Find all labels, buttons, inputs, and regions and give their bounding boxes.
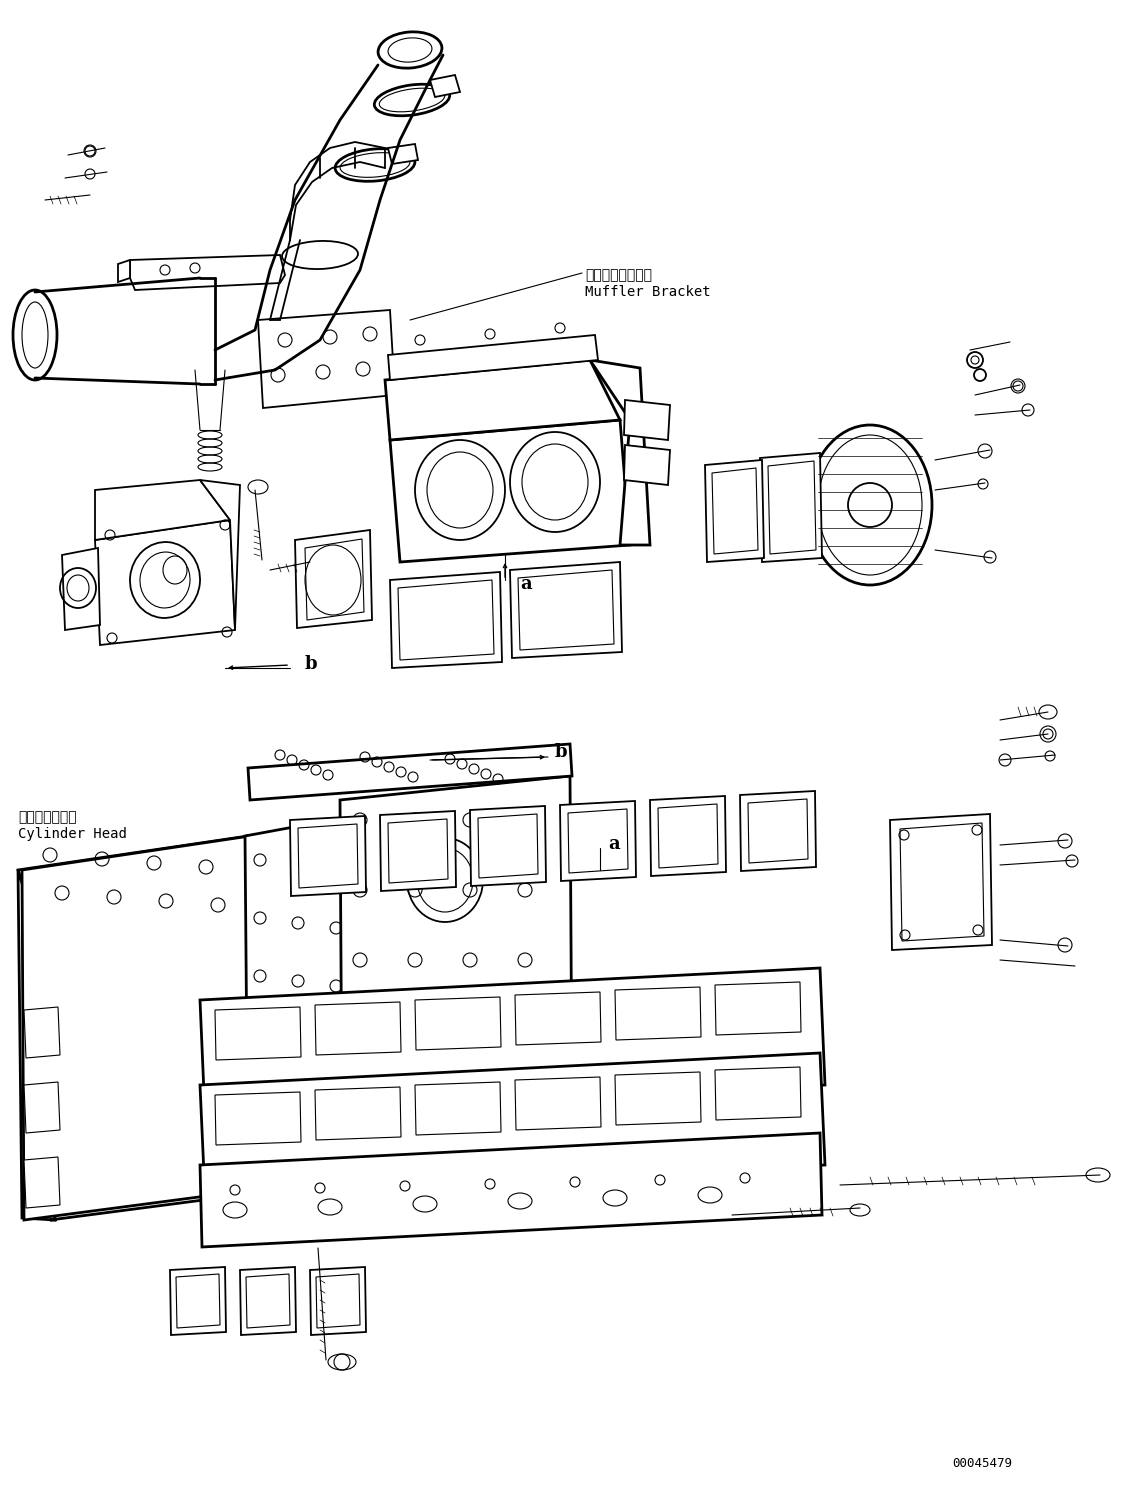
Polygon shape [200, 1133, 822, 1246]
Polygon shape [385, 359, 620, 440]
Polygon shape [18, 871, 55, 1220]
Polygon shape [890, 814, 991, 950]
Polygon shape [650, 796, 727, 877]
Polygon shape [388, 335, 598, 380]
Polygon shape [624, 444, 670, 485]
Text: Muffler Bracket: Muffler Bracket [586, 285, 711, 300]
Polygon shape [200, 1053, 825, 1197]
Polygon shape [380, 811, 456, 892]
Ellipse shape [379, 31, 442, 69]
Polygon shape [310, 1267, 366, 1334]
Polygon shape [511, 562, 622, 658]
Polygon shape [96, 520, 235, 646]
Text: 00045479: 00045479 [952, 1457, 1012, 1470]
Polygon shape [760, 453, 822, 562]
Polygon shape [22, 836, 252, 1220]
Polygon shape [561, 801, 636, 881]
Text: a: a [608, 835, 620, 853]
Text: Cylinder Head: Cylinder Head [18, 828, 127, 841]
Polygon shape [244, 813, 377, 1188]
Polygon shape [118, 259, 130, 282]
Polygon shape [200, 968, 825, 1117]
Polygon shape [24, 1082, 60, 1133]
Polygon shape [390, 420, 630, 562]
Polygon shape [50, 836, 285, 1220]
Polygon shape [430, 75, 460, 97]
Polygon shape [18, 836, 280, 975]
Text: シリンダヘッド: シリンダヘッド [18, 810, 76, 825]
Ellipse shape [13, 291, 57, 380]
Polygon shape [388, 145, 418, 164]
Polygon shape [63, 549, 100, 631]
Polygon shape [258, 310, 395, 409]
Polygon shape [294, 529, 372, 628]
Polygon shape [740, 792, 816, 871]
Polygon shape [590, 359, 650, 546]
Polygon shape [96, 480, 230, 540]
Polygon shape [130, 255, 285, 291]
Polygon shape [200, 480, 240, 631]
Polygon shape [705, 461, 764, 562]
Polygon shape [340, 775, 572, 1129]
Polygon shape [390, 573, 503, 668]
Text: マフラブラケット: マフラブラケット [586, 268, 652, 282]
Polygon shape [240, 1267, 296, 1334]
Text: b: b [555, 743, 567, 760]
Polygon shape [24, 1006, 60, 1059]
Ellipse shape [808, 425, 932, 584]
Polygon shape [290, 816, 366, 896]
Polygon shape [470, 807, 546, 886]
Text: b: b [305, 655, 317, 672]
Polygon shape [248, 744, 572, 801]
Polygon shape [624, 400, 670, 440]
Text: a: a [520, 576, 532, 593]
Polygon shape [171, 1267, 226, 1334]
Polygon shape [24, 1157, 60, 1208]
